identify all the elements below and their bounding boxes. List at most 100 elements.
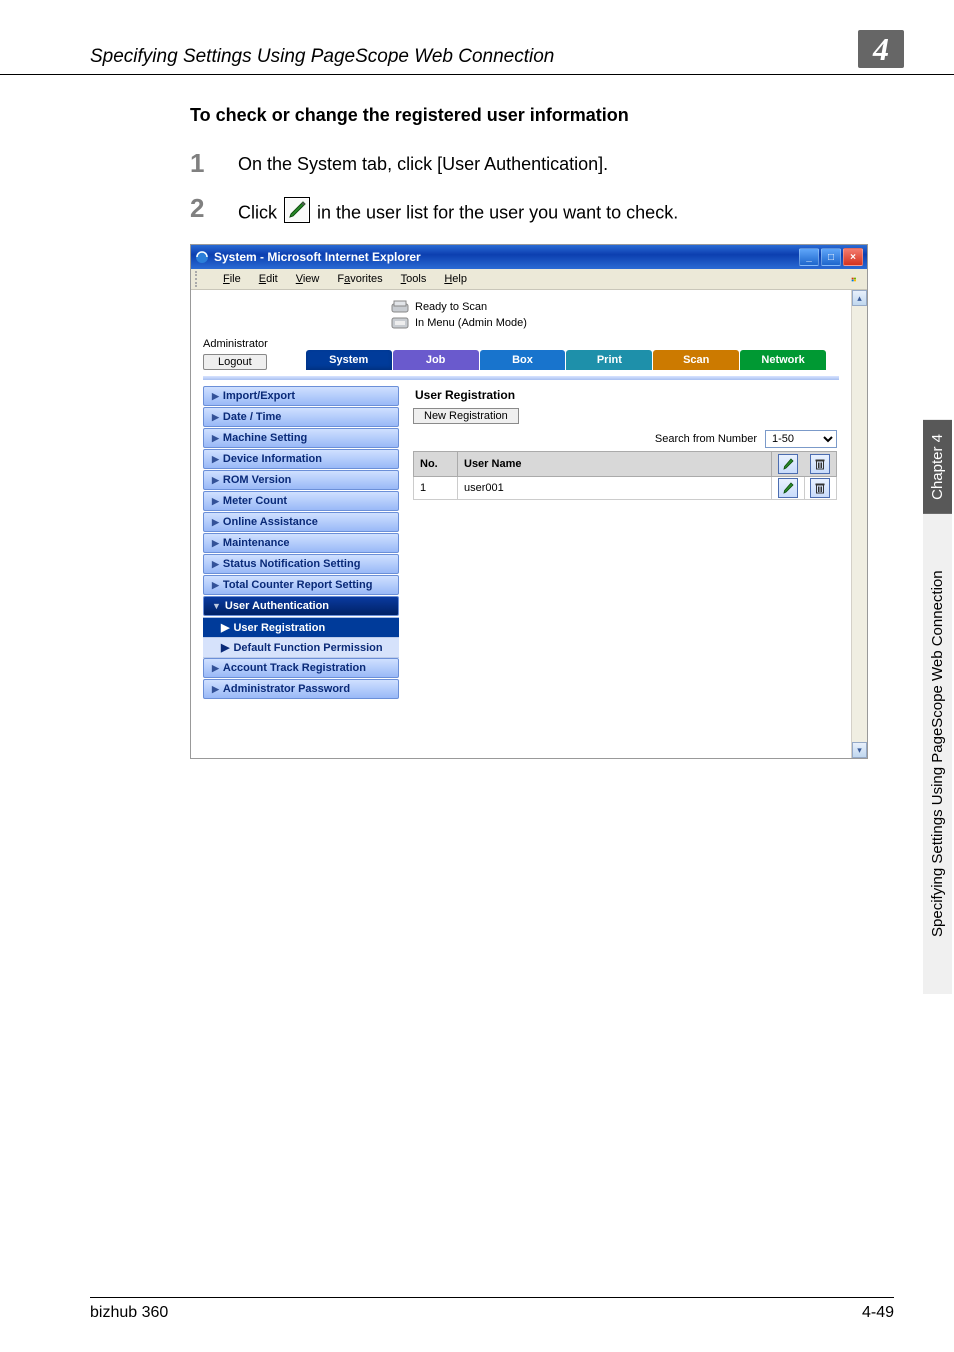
- step-1: 1 On the System tab, click [User Authent…: [190, 148, 894, 179]
- tab-job[interactable]: Job: [393, 350, 479, 370]
- footer-left: bizhub 360: [90, 1304, 862, 1322]
- sidebar-item-admin-password[interactable]: ▶Administrator Password: [203, 679, 399, 699]
- edit-header-icon[interactable]: [778, 454, 798, 474]
- tab-system[interactable]: System: [306, 350, 392, 370]
- scrollbar[interactable]: ▴ ▾: [851, 290, 867, 758]
- sidebar-item-label: Administrator Password: [223, 683, 350, 695]
- side-tab-title: Specifying Settings Using PageScope Web …: [923, 514, 952, 994]
- sidebar-item-date-time[interactable]: ▶Date / Time: [203, 407, 399, 427]
- mode-icon: [391, 316, 409, 330]
- step-2-text: Click in the user list for the user you …: [238, 193, 894, 230]
- user-table: No. User Name: [413, 451, 837, 500]
- section-heading: To check or change the registered user i…: [190, 105, 894, 126]
- sidebar-item-label: Account Track Registration: [223, 662, 366, 674]
- sidebar-item-label: Device Information: [223, 453, 322, 465]
- sidebar-item-label: ROM Version: [223, 474, 291, 486]
- sidebar-item-label: User Authentication: [225, 600, 329, 612]
- sidebar-subitem-user-registration[interactable]: ▶User Registration: [203, 618, 399, 638]
- sidebar-item-label: Status Notification Setting: [223, 558, 361, 570]
- page-title: Specifying Settings Using PageScope Web …: [90, 46, 858, 68]
- panel-title: User Registration: [415, 388, 837, 402]
- sidebar-item-label: User Registration: [233, 622, 325, 634]
- page-footer: bizhub 360 4-49: [90, 1297, 894, 1322]
- tab-print[interactable]: Print: [566, 350, 652, 370]
- scanner-icon: [391, 300, 409, 314]
- menu-file[interactable]: File: [217, 271, 247, 287]
- sidebar-item-online-assistance[interactable]: ▶Online Assistance: [203, 512, 399, 532]
- browser-titlebar: System - Microsoft Internet Explorer _ □…: [191, 245, 867, 269]
- menu-favorites[interactable]: Favorites: [331, 271, 388, 287]
- col-user: User Name: [458, 452, 772, 477]
- sidebar-item-device-information[interactable]: ▶Device Information: [203, 449, 399, 469]
- ie-icon: [195, 250, 209, 264]
- minimize-button[interactable]: _: [799, 248, 819, 266]
- cell-no: 1: [414, 477, 458, 500]
- sidebar-item-account-track[interactable]: ▶Account Track Registration: [203, 658, 399, 678]
- new-registration-button[interactable]: New Registration: [413, 408, 519, 424]
- step-2: 2 Click in the user list for the user yo…: [190, 193, 894, 230]
- chapter-number: 4: [858, 30, 904, 68]
- printer-status: Ready to Scan In Menu (Admin Mode): [191, 290, 851, 336]
- step-2-number: 2: [190, 193, 238, 224]
- footer-right: 4-49: [862, 1304, 894, 1322]
- tab-box[interactable]: Box: [480, 350, 566, 370]
- menu-view[interactable]: View: [290, 271, 326, 287]
- maximize-button[interactable]: □: [821, 248, 841, 266]
- status-mode: In Menu (Admin Mode): [415, 317, 527, 329]
- search-from-number-select[interactable]: 1-50: [765, 430, 837, 448]
- admin-label: Administrator: [203, 338, 268, 350]
- edit-user-button[interactable]: [778, 478, 798, 498]
- sidebar-item-label: Default Function Permission: [233, 642, 382, 654]
- close-button[interactable]: ×: [843, 248, 863, 266]
- table-row: 1 user001: [414, 477, 837, 500]
- scroll-up-button[interactable]: ▴: [852, 290, 867, 306]
- sidebar-item-total-counter[interactable]: ▶Total Counter Report Setting: [203, 575, 399, 595]
- main-panel: User Registration New Registration Searc…: [399, 380, 851, 700]
- browser-menubar: File Edit View Favorites Tools Help: [191, 269, 867, 290]
- sidebar-item-label: Machine Setting: [223, 432, 307, 444]
- sidebar-item-label: Online Assistance: [223, 516, 318, 528]
- sidebar: ▶Import/Export ▶Date / Time ▶Machine Set…: [203, 380, 399, 700]
- sidebar-item-maintenance[interactable]: ▶Maintenance: [203, 533, 399, 553]
- side-tab: Chapter 4 Specifying Settings Using Page…: [920, 420, 954, 994]
- sidebar-item-label: Maintenance: [223, 537, 290, 549]
- sidebar-item-label: Total Counter Report Setting: [223, 579, 373, 591]
- sidebar-subitem-default-function[interactable]: ▶Default Function Permission: [203, 638, 399, 658]
- sidebar-item-import-export[interactable]: ▶Import/Export: [203, 386, 399, 406]
- menu-tools[interactable]: Tools: [395, 271, 433, 287]
- sidebar-item-label: Date / Time: [223, 411, 282, 423]
- scroll-down-button[interactable]: ▾: [852, 742, 867, 758]
- edit-icon: [284, 197, 310, 230]
- browser-title: System - Microsoft Internet Explorer: [214, 250, 799, 264]
- menu-help[interactable]: Help: [438, 271, 473, 287]
- col-no: No.: [414, 452, 458, 477]
- menubar-grip: [195, 271, 209, 287]
- sidebar-item-meter-count[interactable]: ▶Meter Count: [203, 491, 399, 511]
- tab-scan[interactable]: Scan: [653, 350, 739, 370]
- step-1-number: 1: [190, 148, 238, 179]
- sidebar-item-machine-setting[interactable]: ▶Machine Setting: [203, 428, 399, 448]
- menu-edit[interactable]: Edit: [253, 271, 284, 287]
- col-edit: [772, 452, 805, 477]
- step-2-pre: Click: [238, 202, 282, 222]
- sidebar-item-rom-version[interactable]: ▶ROM Version: [203, 470, 399, 490]
- step-1-text: On the System tab, click [User Authentic…: [238, 148, 894, 177]
- tab-network[interactable]: Network: [740, 350, 826, 370]
- cell-user: user001: [458, 477, 772, 500]
- status-ready: Ready to Scan: [415, 301, 487, 313]
- delete-user-button[interactable]: [810, 478, 830, 498]
- sidebar-item-status-notification[interactable]: ▶Status Notification Setting: [203, 554, 399, 574]
- step-2-post: in the user list for the user you want t…: [317, 202, 678, 222]
- sidebar-item-user-authentication[interactable]: ▼User Authentication: [203, 596, 399, 616]
- page-header: Specifying Settings Using PageScope Web …: [0, 0, 954, 75]
- logout-button[interactable]: Logout: [203, 354, 267, 370]
- scroll-track[interactable]: [852, 306, 867, 742]
- search-label: Search from Number: [655, 433, 757, 445]
- sidebar-item-label: Import/Export: [223, 390, 295, 402]
- windows-flag-icon: [845, 271, 863, 287]
- delete-header-icon[interactable]: [810, 454, 830, 474]
- sidebar-item-label: Meter Count: [223, 495, 287, 507]
- side-tab-chapter: Chapter 4: [923, 420, 952, 514]
- col-delete: [804, 452, 837, 477]
- browser-window: System - Microsoft Internet Explorer _ □…: [190, 244, 868, 759]
